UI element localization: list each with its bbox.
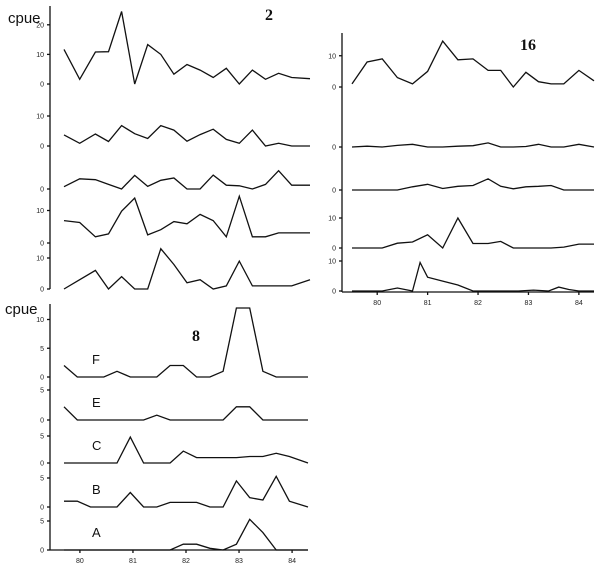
panel-2-series-E-ytick-label: 0 — [40, 144, 44, 151]
panel-8-ylabel: cpue — [5, 301, 38, 318]
panel-16: 16 0 10 0 0 0 10 0 10 80 81 82 83 84 — [328, 33, 595, 307]
panel-8-series-A — [64, 518, 308, 551]
panel-16-series-E-ytick-label: 0 — [332, 145, 336, 152]
panel-8-series-F-ytick-label: 5 — [40, 346, 44, 353]
panel-2-series-F — [63, 11, 311, 85]
panel-16-xtick-label-84: 84 — [575, 300, 583, 307]
panel-16-series-C — [352, 178, 594, 191]
panel-2-ylabel: cpue — [8, 10, 41, 27]
panel-8-series-B-ytick-label: 5 — [40, 476, 44, 483]
panel-16-series-A-ytick-label: 0 — [332, 289, 336, 296]
panel-2-series-F-ytick-label: 10 — [36, 52, 44, 59]
panel-16-series-B-ytick-label: 10 — [328, 216, 336, 223]
panel-2-series-C — [63, 169, 310, 190]
panel-2-series-B-ytick-label: 0 — [40, 241, 44, 248]
panel-16-series-F-ytick-label: 10 — [328, 53, 336, 60]
panel-16-xtick-label-80: 80 — [373, 300, 381, 307]
panel-16-series-A-ytick-label: 10 — [328, 259, 336, 266]
panel-2: cpue 2 0 10 20 0 10 0 0 10 0 10 — [8, 6, 311, 294]
panel-8-series-B-ytick-label: 0 — [40, 505, 44, 512]
panel-8-series-label-B: B — [92, 482, 101, 497]
panel-8-series-A-ytick-label: 0 — [40, 548, 44, 555]
panel-8-series-C-ytick-label: 5 — [40, 434, 44, 441]
panel-8-series-F-ytick-label: 0 — [40, 375, 44, 382]
panel-2-title: 2 — [265, 7, 273, 24]
panel-8-series-F — [63, 307, 308, 378]
panel-2-series-B-ytick-label: 10 — [36, 208, 44, 215]
panel-16-series-C-ytick-label: 0 — [332, 188, 336, 195]
panel-16-series-B-ytick-label: 0 — [332, 246, 336, 253]
panel-8-xtick-label-84: 84 — [288, 558, 296, 565]
panel-8-series-E-ytick-label: 5 — [40, 388, 44, 395]
panel-8-series-label-F: F — [92, 352, 100, 367]
panel-16-series-E — [351, 142, 595, 148]
panel-8-xtick-label-82: 82 — [182, 558, 190, 565]
panel-2-series-F-ytick-label: 0 — [40, 82, 44, 89]
panel-8-xtick-label-83: 83 — [235, 558, 243, 565]
panel-16-xtick-label-82: 82 — [474, 300, 482, 307]
panel-16-xtick-label-81: 81 — [424, 300, 432, 307]
panel-8-xtick-label-81: 81 — [129, 558, 137, 565]
panel-8-series-E — [63, 406, 308, 421]
panel-16-series-B — [352, 216, 594, 250]
panel-16-series-F — [351, 39, 595, 89]
panel-8-series-E-ytick-label: 0 — [40, 418, 44, 425]
panel-8-series-label-C: C — [92, 438, 101, 453]
panel-8-series-B — [64, 474, 309, 508]
panel-8-series-F-ytick-label: 10 — [36, 317, 44, 324]
panel-8-series-C — [64, 435, 309, 464]
panel-8-series-C-ytick-label: 0 — [40, 461, 44, 468]
panel-2-series-A-ytick-label: 10 — [36, 256, 44, 263]
panel-8-series-label-E: E — [92, 395, 101, 410]
panel-8-title: 8 — [192, 328, 200, 345]
panel-16-xtick-label-83: 83 — [525, 300, 533, 307]
panel-16-series-A — [352, 260, 594, 292]
panel-2-series-A-ytick-label: 0 — [40, 287, 44, 294]
panel-2-series-C-ytick-label: 0 — [40, 187, 44, 194]
panel-16-title: 16 — [520, 37, 536, 54]
panel-2-series-B — [63, 194, 310, 239]
panel-8-xtick-label-80: 80 — [76, 558, 84, 565]
panel-8-series-A-ytick-label: 5 — [40, 519, 44, 526]
panel-2-series-F-ytick-label: 20 — [36, 22, 44, 29]
panel-2-series-E-ytick-label: 10 — [36, 114, 44, 121]
panel-2-series-A — [63, 247, 311, 290]
panel-8: cpue 8 0 5 10 F 0 5 E 0 5 C 0 5 B 0 5 A 80 81 82 83 84 — [5, 301, 309, 565]
panel-8-series-label-A: A — [92, 525, 101, 540]
panel-16-series-F-ytick-label: 0 — [332, 85, 336, 92]
panel-2-series-E — [63, 124, 310, 147]
